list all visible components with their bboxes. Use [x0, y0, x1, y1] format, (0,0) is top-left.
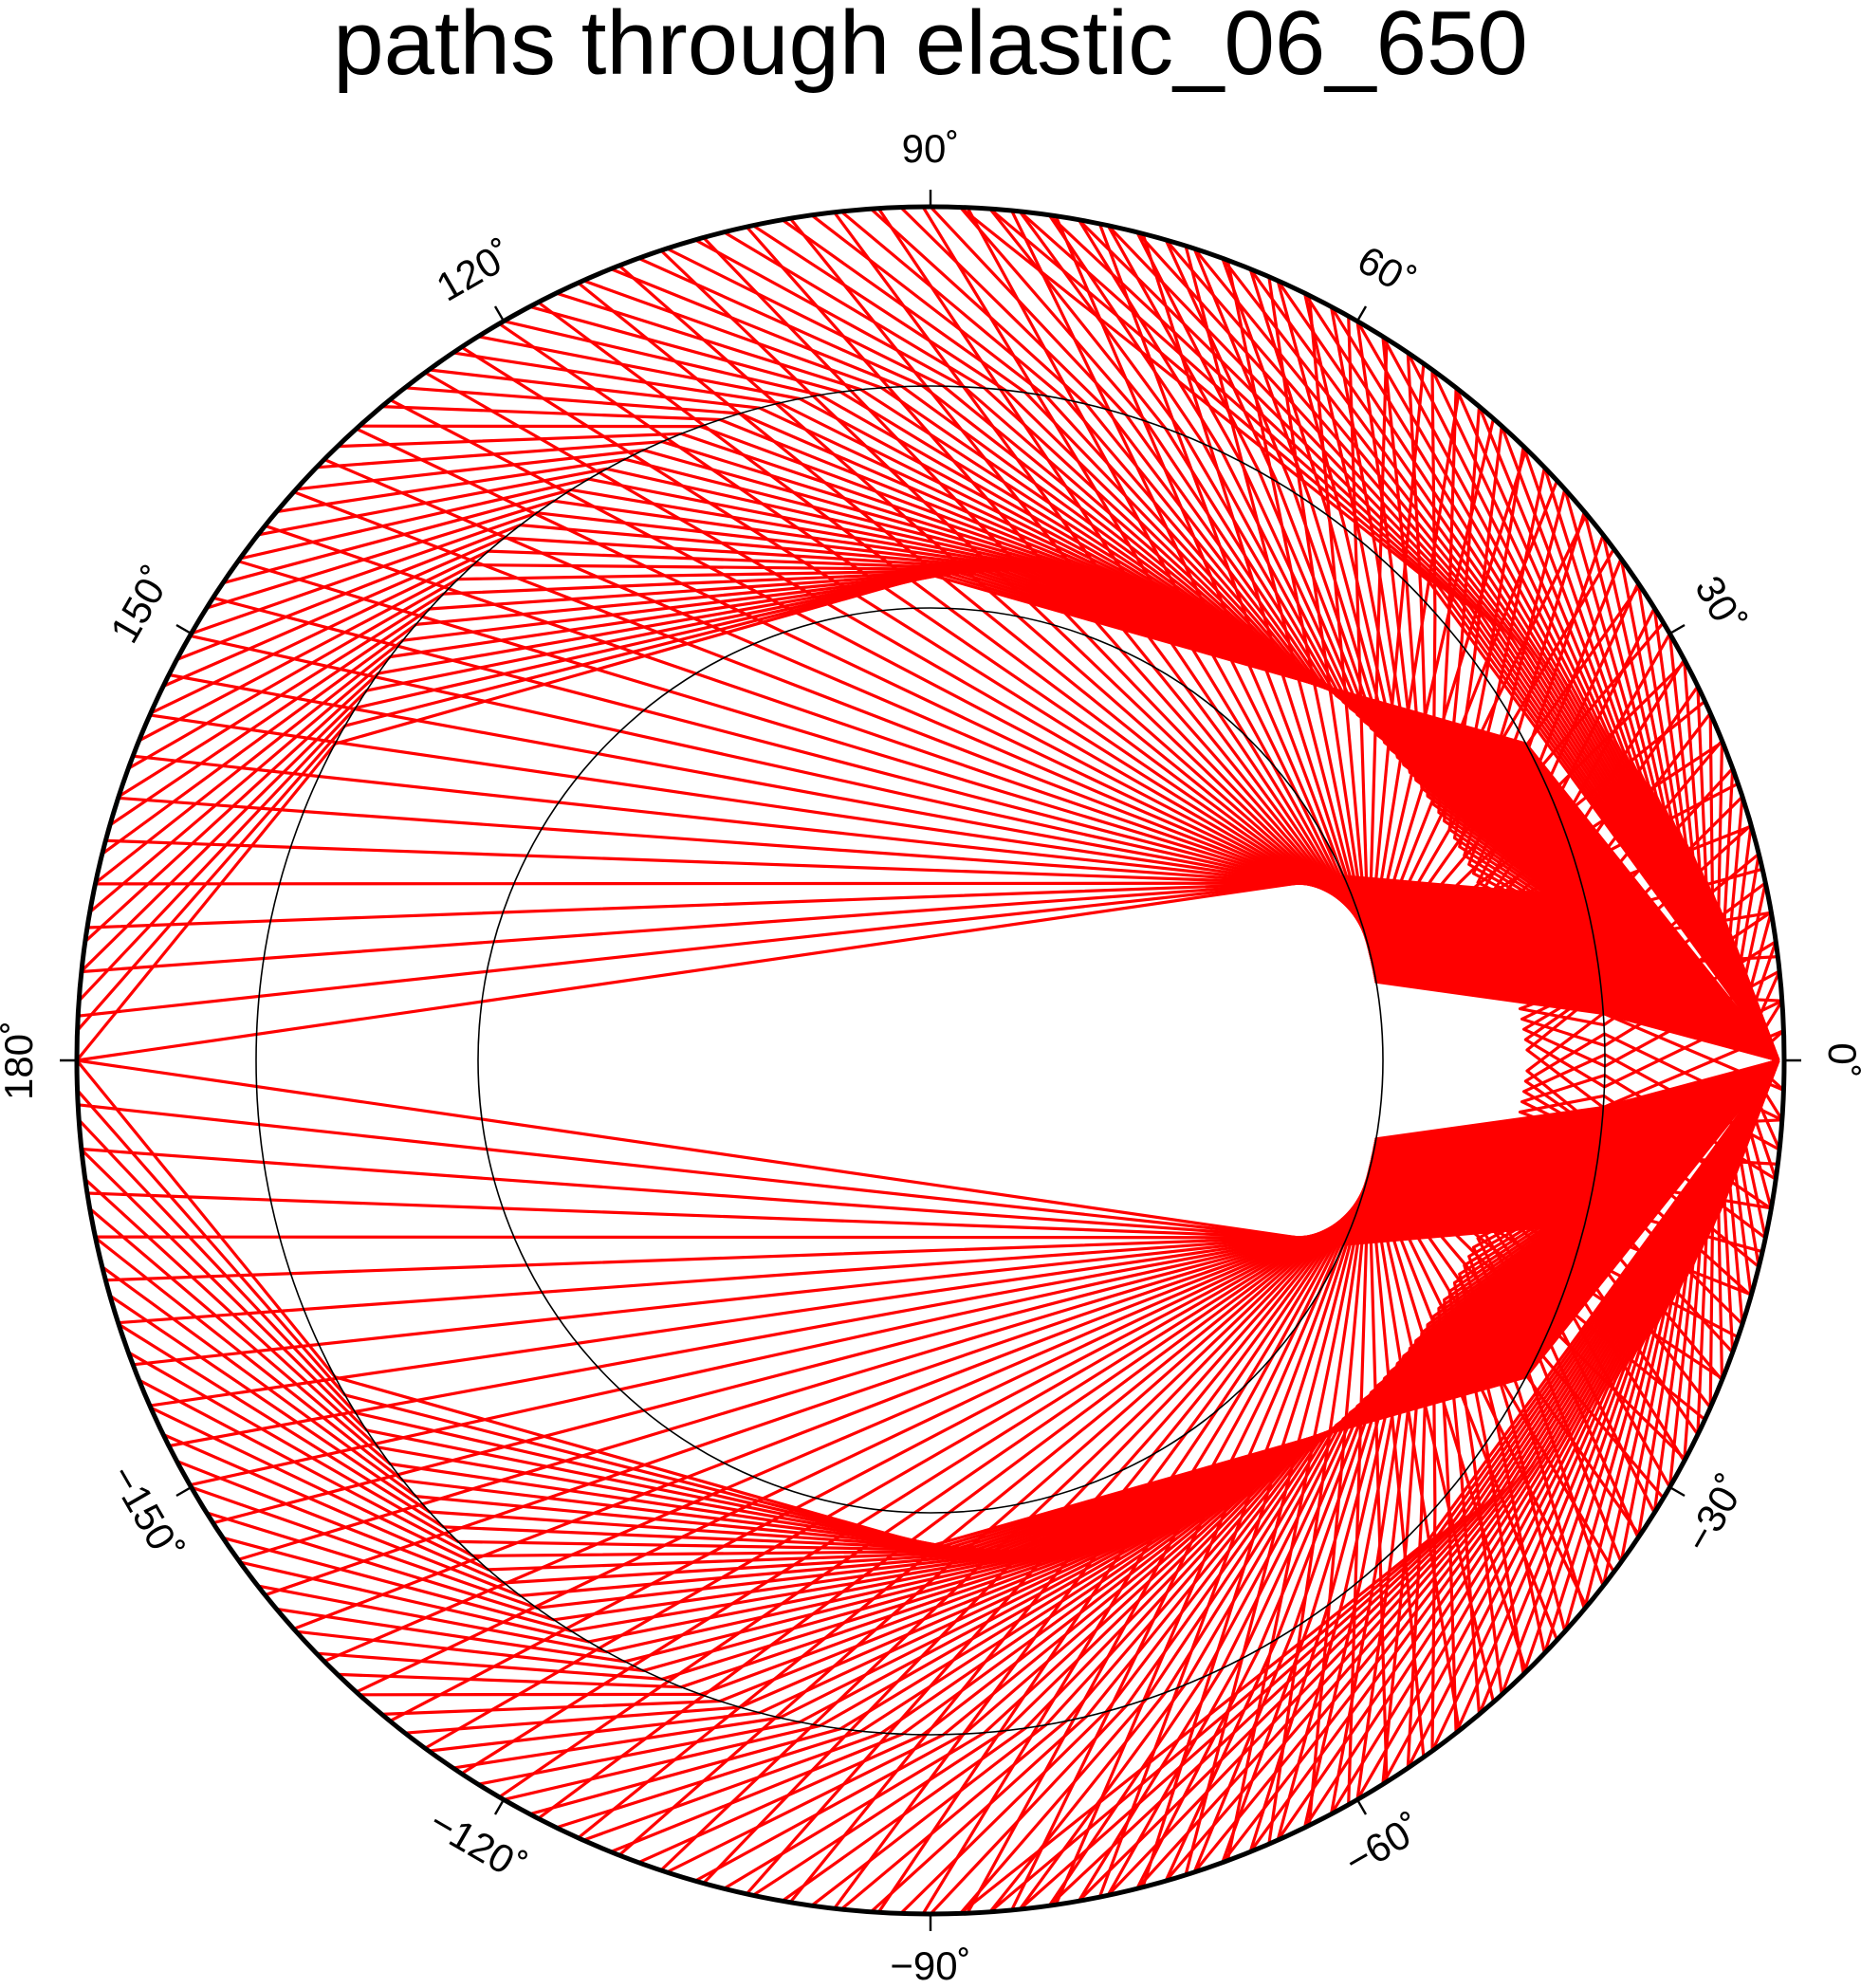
ray-core: [76, 874, 1780, 1062]
interface-circle-1: [255, 385, 1606, 1736]
angle-label: 180˚: [0, 1021, 41, 1100]
tick-mark: [1355, 1798, 1368, 1815]
ray-outer: [1048, 1059, 1780, 1907]
layer-interfaces: [255, 385, 1606, 1736]
angle-label: −150˚: [101, 1458, 192, 1570]
tick-mark: [493, 1798, 506, 1815]
ray-outer: [1078, 1059, 1780, 1903]
interface-circle-2: [477, 607, 1384, 1514]
angle-label: −60˚: [1337, 1805, 1429, 1884]
tick-mark: [1355, 305, 1368, 322]
angle-label: 60˚: [1351, 237, 1423, 304]
ray-outer: [1106, 1059, 1780, 1897]
ray-outer: [1078, 218, 1780, 1061]
angle-label: 0˚: [1820, 1042, 1861, 1077]
angle-label: 30˚: [1686, 568, 1754, 640]
angle-label: −30˚: [1675, 1467, 1754, 1559]
angle-label: −120˚: [422, 1799, 534, 1889]
ray-outer: [1048, 213, 1780, 1061]
tick-mark: [175, 1485, 193, 1498]
ray-paths: [75, 205, 1785, 1916]
plot-title: paths through elastic_06_650: [333, 0, 1528, 94]
tick-mark: [1668, 623, 1686, 635]
angle-label: 90˚: [902, 126, 960, 171]
ray-core: [76, 1058, 1780, 1246]
angle-label: 120˚: [429, 231, 520, 310]
tick-mark: [175, 623, 193, 635]
angle-label: −90˚: [890, 1943, 970, 1988]
ray-outer: [1106, 224, 1780, 1061]
tick-mark: [1668, 1485, 1686, 1498]
angle-label: 150˚: [101, 559, 180, 650]
tick-mark: [493, 305, 506, 322]
outer-boundary: [60, 190, 1801, 1931]
